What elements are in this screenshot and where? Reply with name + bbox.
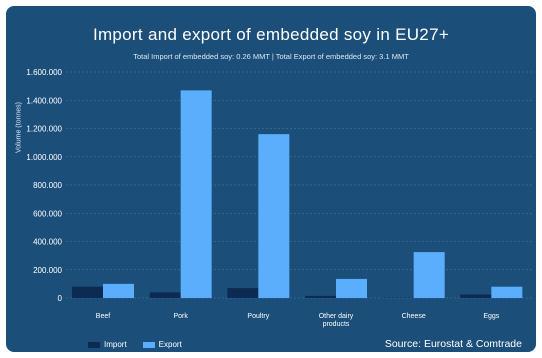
x-tick-label: Eggs — [483, 313, 499, 320]
y-tick-label: 1.600.000 — [26, 68, 62, 77]
bar-import — [305, 295, 336, 298]
source-note: Source: Eurostat & Comtrade — [384, 338, 522, 350]
bar-export — [413, 252, 445, 298]
x-tick-label: Beef — [96, 313, 110, 320]
bar-export — [258, 134, 290, 298]
x-tick-label: Pork — [173, 313, 188, 320]
bar-import — [460, 294, 492, 298]
legend-swatch-export — [142, 341, 155, 348]
legend: Import Export — [88, 340, 198, 349]
bar-chart: 0 200.000 400.000 600.000 800.000 1.000.000 1.… — [26, 68, 532, 328]
y-tick-label: 400.000 — [33, 238, 62, 247]
chart-card: Import and export of embedded soy in EU2… — [6, 6, 536, 352]
legend-item-import: Import — [88, 340, 127, 349]
legend-label-export: Export — [158, 340, 182, 349]
y-tick-label: 200.000 — [33, 266, 62, 275]
x-tick-label: Cheese — [402, 313, 426, 320]
bar-import — [72, 286, 103, 298]
y-tick-label: 1.000.000 — [26, 153, 62, 162]
y-tick-label: 800.000 — [33, 181, 62, 190]
bar-export — [491, 286, 523, 298]
legend-label-import: Import — [104, 340, 127, 349]
x-tick-label: Other dairy products — [319, 313, 354, 328]
bar-import — [227, 288, 259, 298]
y-tick-label: 1.200.000 — [26, 125, 62, 134]
bar-export — [336, 278, 367, 298]
x-tick-label: Poultry — [247, 313, 269, 320]
bar-import — [149, 292, 181, 298]
chart-subtitle: Total Import of embedded soy: 0.26 MMT |… — [133, 52, 409, 61]
y-tick-label: 1.400.000 — [26, 96, 62, 105]
bar-export — [180, 90, 212, 298]
bar-export — [103, 283, 134, 298]
y-tick-label: 600.000 — [33, 209, 62, 218]
legend-swatch-import — [88, 341, 100, 348]
legend-item-export: Export — [142, 340, 182, 349]
chart-title: Import and export of embedded soy in EU2… — [92, 25, 450, 44]
y-tick-label: 0 — [58, 294, 63, 303]
